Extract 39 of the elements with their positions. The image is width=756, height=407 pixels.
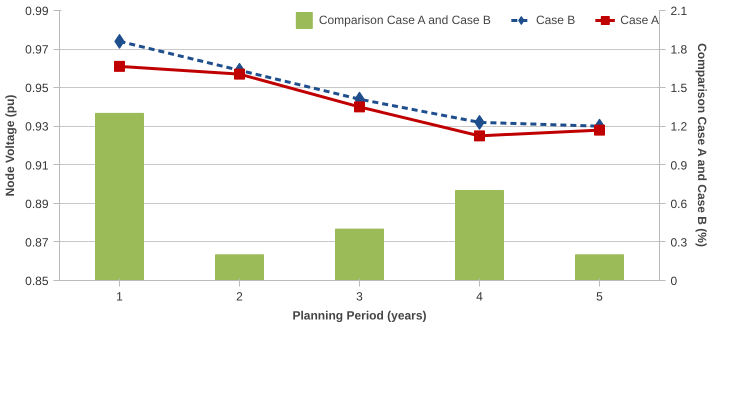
y-tick-label: 0.89 [25,196,49,211]
y-tick-label: 0.95 [25,81,49,96]
y2-tick-label: 0.9 [670,158,688,172]
x-tick-label: 5 [596,290,604,304]
bar [455,190,504,280]
y2-tick-label: 0.6 [670,196,688,211]
x-axis-title: Planning Period (years) [292,308,427,322]
y2-tick-label: 0.3 [670,235,688,250]
y2-tick-label: 0 [670,274,678,288]
y-tick-label: 0.85 [25,274,49,288]
bar [575,254,624,280]
x-tick-label: 3 [356,290,364,304]
point [114,60,125,72]
y-tick-label: 0.91 [25,158,49,172]
y-tick-label: 0.93 [25,120,49,134]
bar [215,254,264,280]
point [114,34,125,49]
y-tick-label: 0.87 [25,235,49,250]
x-tick-label: 4 [476,290,484,304]
point [234,68,245,80]
y2-tick-label: 2.1 [670,4,688,18]
y2-axis-title: Comparison Case A and Case B (%) [695,43,710,247]
point [474,114,485,130]
point [474,130,485,142]
x-tick-label: 1 [116,290,124,304]
y-tick-label: 0.97 [25,42,49,57]
legend-label: Case B [536,13,576,27]
y2-tick-label: 1.2 [670,120,688,134]
legend-label: Comparison Case A and Case B [318,13,491,27]
y2-tick-label: 1.5 [670,81,688,96]
bar [95,112,144,280]
y-axis-title: Node Voltage (pu) [3,94,18,196]
y-tick-label: 0.99 [25,4,49,18]
x-tick-label: 2 [236,290,244,304]
legend-label: Case A [620,13,659,27]
bar [335,228,384,280]
point [354,101,365,112]
point [594,124,605,136]
y2-tick-label: 1.8 [670,42,688,57]
